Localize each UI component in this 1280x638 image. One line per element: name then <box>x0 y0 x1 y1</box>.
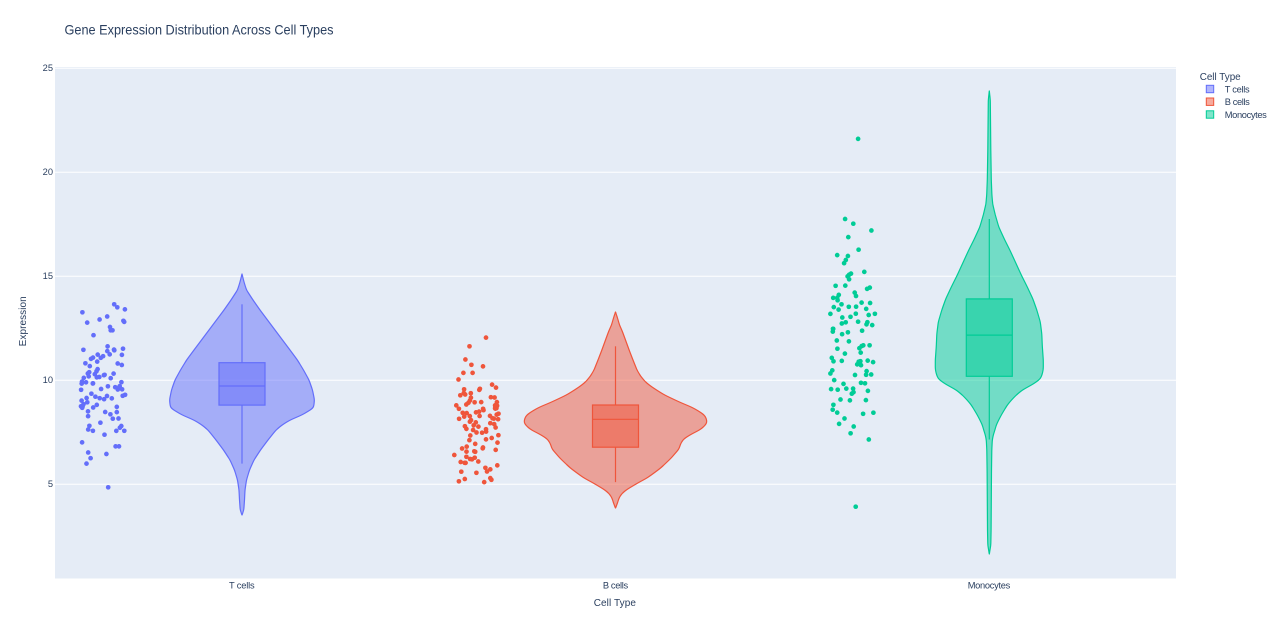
svg-text:Cell Type: Cell Type <box>594 598 637 609</box>
svg-text:10: 10 <box>43 375 53 385</box>
svg-text:B cells: B cells <box>1225 97 1250 107</box>
svg-text:5: 5 <box>48 479 53 489</box>
svg-text:20: 20 <box>43 167 53 177</box>
svg-text:Monocytes: Monocytes <box>1225 110 1267 120</box>
svg-text:Expression: Expression <box>18 296 29 346</box>
svg-text:25: 25 <box>43 63 53 73</box>
svg-text:Gene Expression Distribution A: Gene Expression Distribution Across Cell… <box>65 22 334 38</box>
svg-text:Cell Type: Cell Type <box>1200 72 1241 83</box>
svg-text:T cells: T cells <box>229 581 255 591</box>
svg-text:15: 15 <box>43 271 53 281</box>
svg-text:Monocytes: Monocytes <box>968 581 1011 591</box>
svg-text:T cells: T cells <box>1225 84 1250 94</box>
svg-text:B cells: B cells <box>603 581 629 591</box>
